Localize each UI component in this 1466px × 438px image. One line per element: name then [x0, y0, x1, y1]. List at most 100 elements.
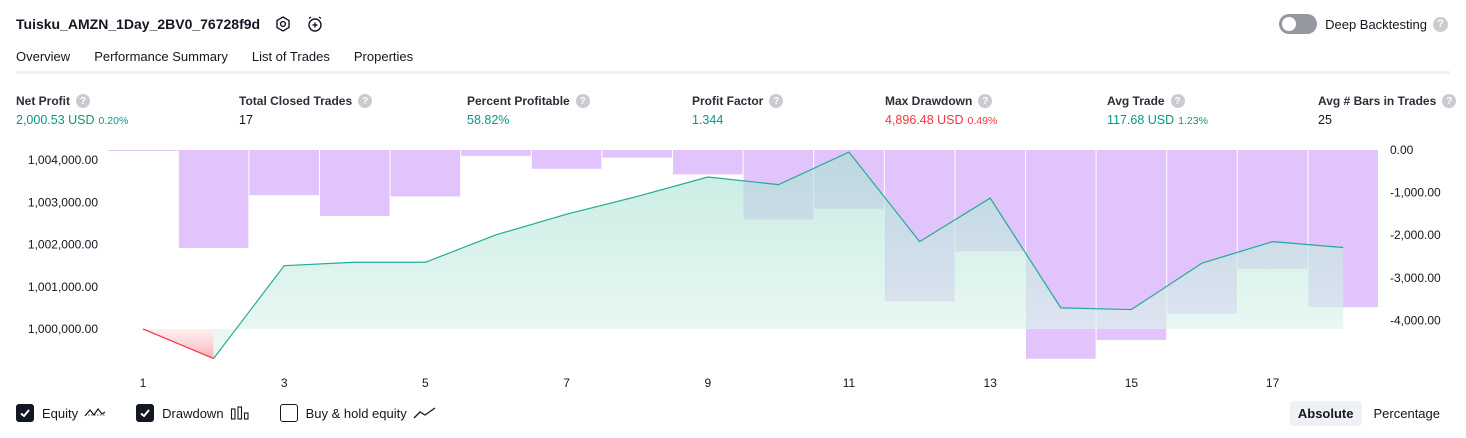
legend-drawdown[interactable]: Drawdown: [136, 404, 249, 422]
checkmark-icon: [20, 409, 30, 418]
legend-equity[interactable]: Equity: [16, 404, 106, 422]
metric-percent: 0.49%: [967, 115, 998, 127]
x-tick-label: 11: [843, 376, 856, 390]
tab-bar: Overview Performance Summary List of Tra…: [16, 48, 437, 74]
drawdown-bar: [531, 150, 602, 169]
metric-percent-profitable: Percent Profitable? 58.82%: [467, 94, 590, 127]
x-axis: 1 3 5 7 9 11 13 15 17: [140, 376, 1280, 390]
drawdown-bars-icon: [230, 406, 250, 420]
deep-backtesting-toggle[interactable]: [1279, 14, 1318, 34]
metric-label: Total Closed Trades: [239, 94, 353, 108]
drawdown-bar: [673, 150, 743, 175]
alarm-clock-add-icon[interactable]: [306, 15, 324, 33]
metric-max-drawdown: Max Drawdown? 4,896.48 USD 0.49%: [885, 94, 997, 127]
x-tick-label: 7: [563, 376, 570, 390]
legend-buy-hold[interactable]: Buy & hold equity: [279, 404, 437, 422]
equity-series: [142, 151, 1344, 360]
metric-label: Net Profit: [16, 94, 70, 108]
legend-buy-hold-label: Buy & hold equity: [305, 405, 407, 421]
legend-drawdown-label: Drawdown: [162, 405, 224, 421]
y-left-tick-label: 1,000,000.00: [28, 322, 98, 336]
drawdown-bar: [320, 150, 390, 217]
x-tick-label: 1: [140, 376, 147, 390]
metric-value: 25: [1318, 113, 1332, 127]
checkbox-buy-hold[interactable]: [279, 404, 298, 422]
drawdown-bar: [390, 150, 461, 197]
y-left-tick-label: 1,003,000.00: [28, 195, 98, 209]
metric-value: 4,896.48 USD: [885, 113, 964, 127]
drawdown-bar: [602, 150, 672, 158]
y-right-tick-label: -2,000.00: [1390, 228, 1441, 242]
chart-legend: Equity Drawdown Buy & hold equity: [16, 404, 467, 422]
y-left-tick-label: 1,002,000.00: [28, 238, 98, 252]
metric-label: Max Drawdown: [885, 94, 973, 108]
drawdown-bar: [178, 150, 249, 248]
y-axis-right: 0.00 -1,000.00 -2,000.00 -3,000.00 -4,000.00: [1390, 143, 1441, 327]
absolute-button[interactable]: Absolute: [1289, 401, 1362, 426]
metric-label: Profit Factor: [692, 94, 764, 108]
checkmark-icon: [140, 409, 150, 418]
percentage-button[interactable]: Percentage: [1373, 406, 1441, 421]
checkbox-drawdown[interactable]: [136, 404, 155, 422]
metric-value: 58.82%: [467, 113, 510, 127]
metric-label: Avg # Bars in Trades: [1318, 94, 1437, 108]
y-left-tick-label: 1,004,000.00: [28, 153, 98, 167]
metric-value: 2,000.53 USD: [16, 113, 95, 127]
x-tick-label: 3: [281, 376, 288, 390]
metric-percent: 0.20%: [98, 115, 129, 127]
metric-profit-factor: Profit Factor? 1.344: [692, 94, 784, 127]
metric-value: 17: [239, 113, 253, 127]
help-icon[interactable]: ?: [978, 94, 993, 108]
y-right-tick-label: -4,000.00: [1390, 313, 1441, 327]
drawdown-bar: [461, 150, 531, 156]
x-tick-label: 9: [704, 376, 711, 390]
help-icon[interactable]: ?: [1170, 94, 1185, 108]
y-left-tick-label: 1,001,000.00: [28, 280, 98, 294]
help-icon[interactable]: ?: [1442, 94, 1457, 108]
x-tick-label: 15: [1125, 376, 1139, 390]
deep-backtesting: Deep Backtesting ?: [1279, 14, 1448, 34]
help-icon[interactable]: ?: [1433, 16, 1448, 32]
metric-value: 1.344: [692, 113, 724, 127]
metric-net-profit: Net Profit? 2,000.53 USD 0.20%: [16, 94, 128, 127]
metric-label: Avg Trade: [1107, 94, 1165, 108]
tab-properties[interactable]: Properties: [353, 49, 414, 64]
drawdown-bar: [108, 150, 178, 151]
metric-avg-bars-in-trades: Avg # Bars in Trades? 25: [1318, 94, 1457, 127]
equity-drawdown-chart: 1,000,000.00 1,001,000.00 1,002,000.00 1,00…: [28, 143, 1441, 390]
y-axis-left: 1,000,000.00 1,001,000.00 1,002,000.00 1,00…: [28, 153, 98, 336]
help-icon[interactable]: ?: [769, 94, 784, 108]
help-icon[interactable]: ?: [358, 94, 373, 108]
equity-line-icon: [84, 406, 106, 420]
metric-label: Percent Profitable: [467, 94, 570, 108]
equity-area: [213, 152, 1344, 359]
x-tick-label: 5: [422, 376, 429, 390]
drawdown-bar: [249, 150, 319, 196]
deep-backtesting-label: Deep Backtesting: [1325, 16, 1427, 32]
metrics-row: Net Profit? 2,000.53 USD 0.20% Total Clos…: [16, 94, 1457, 130]
equity-line-negative: [142, 328, 214, 360]
scale-mode-switch: Absolute Percentage: [1286, 401, 1448, 426]
toggle-knob: [1282, 17, 1297, 31]
y-right-tick-label: -3,000.00: [1390, 271, 1441, 285]
tab-performance-summary[interactable]: Performance Summary: [94, 49, 228, 64]
buy-hold-line-icon: [413, 406, 437, 420]
header: Tuisku_AMZN_1Day_2BV0_76728f9d: [16, 12, 324, 36]
x-tick-label: 13: [984, 376, 998, 390]
metric-avg-trade: Avg Trade? 117.68 USD 1.23%: [1107, 94, 1208, 127]
equity-line: [213, 151, 1344, 359]
metric-value: 117.68 USD: [1107, 113, 1175, 127]
metric-percent: 1.23%: [1178, 115, 1208, 127]
help-icon[interactable]: ?: [76, 94, 90, 108]
checkbox-equity[interactable]: [16, 404, 34, 422]
y-right-tick-label: 0.00: [1390, 143, 1414, 157]
help-icon[interactable]: ?: [575, 94, 590, 108]
tabs-divider: [16, 71, 1450, 74]
metric-total-closed-trades: Total Closed Trades? 17: [239, 94, 373, 127]
legend-equity-label: Equity: [42, 405, 79, 421]
tab-list-of-trades[interactable]: List of Trades: [251, 49, 330, 64]
y-right-tick-label: -1,000.00: [1390, 186, 1441, 200]
x-tick-label: 17: [1266, 376, 1280, 390]
strategy-name: Tuisku_AMZN_1Day_2BV0_76728f9d: [16, 16, 261, 32]
settings-hex-icon[interactable]: [274, 15, 292, 33]
